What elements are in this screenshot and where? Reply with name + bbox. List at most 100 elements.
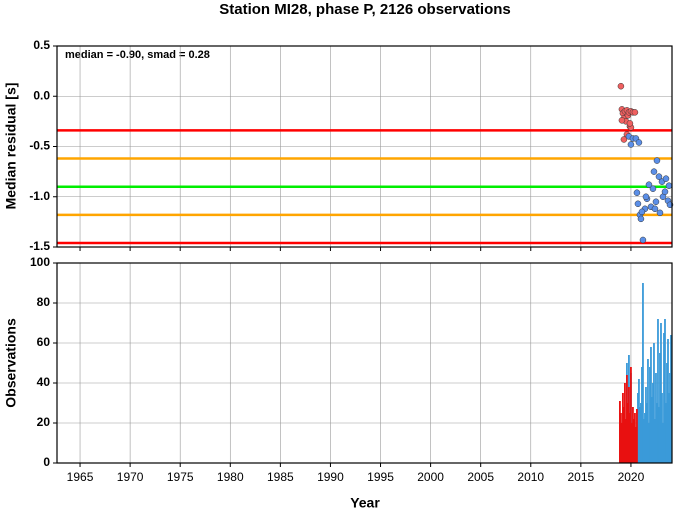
y-tick-label: 40: [37, 375, 51, 389]
plot-frame: [56, 262, 673, 464]
point: [653, 157, 661, 164]
bar: [662, 423, 664, 463]
y-tick-label: 60: [37, 335, 51, 349]
point: [645, 181, 653, 188]
chart-title: Station MI28, phase P, 2126 observations: [219, 1, 511, 18]
bar: [664, 319, 666, 463]
point: [639, 236, 647, 244]
bar: [658, 407, 660, 463]
bar: [667, 339, 669, 463]
bar: [628, 387, 630, 463]
bar: [644, 413, 646, 463]
x-tick-label: 1985: [267, 470, 294, 484]
bar: [627, 403, 629, 463]
y-tick-label: -1.0: [29, 189, 50, 203]
bar: [631, 423, 633, 463]
bar: [640, 403, 642, 463]
bar: [629, 413, 631, 463]
y-tick-label: 0: [43, 455, 50, 469]
x-tick-label: 1980: [217, 470, 244, 484]
y-tick-label: 0.0: [33, 88, 50, 102]
bar: [653, 343, 655, 463]
y-tick-label: -0.5: [29, 139, 50, 153]
bar: [621, 423, 623, 463]
point: [617, 82, 625, 90]
bar: [633, 419, 635, 463]
y-tick-label: 20: [37, 415, 51, 429]
x-tick-label: 1975: [167, 470, 194, 484]
plot-frame: [56, 45, 673, 248]
bar: [639, 407, 641, 463]
x-axis-label: Year: [350, 495, 380, 511]
bar: [648, 423, 650, 463]
bar: [649, 367, 651, 463]
y-tick-label: 80: [37, 295, 51, 309]
point: [642, 193, 650, 200]
point: [665, 182, 673, 189]
point: [638, 208, 646, 216]
point: [627, 141, 635, 148]
bar: [659, 353, 661, 463]
bar: [663, 333, 665, 463]
bar: [636, 409, 638, 463]
bar: [661, 393, 663, 463]
point: [635, 139, 643, 146]
y-tick-label: 100: [30, 255, 50, 269]
bar: [625, 419, 627, 463]
annotation: median = -0.90, smad = 0.28: [65, 49, 210, 61]
y-tick-label: 0.5: [33, 38, 50, 52]
x-tick-label: 1970: [117, 470, 144, 484]
point: [649, 185, 657, 192]
point: [633, 189, 641, 196]
bar: [650, 347, 652, 463]
bar: [634, 413, 636, 463]
bar: [632, 407, 634, 463]
point: [650, 168, 658, 175]
point: [637, 215, 645, 223]
bar: [626, 375, 628, 463]
bar: [669, 373, 671, 463]
point: [620, 136, 628, 143]
bar: [630, 367, 632, 463]
bar: [670, 335, 672, 463]
point: [655, 173, 663, 180]
point: [651, 205, 659, 213]
bar: [635, 427, 637, 463]
bar: [654, 419, 656, 463]
x-tick-label: 2000: [417, 470, 444, 484]
point: [656, 209, 664, 217]
x-tick-label: 2020: [618, 470, 645, 484]
bar: [651, 397, 653, 463]
bar: [643, 419, 645, 463]
bar: [641, 367, 643, 463]
bar: [666, 363, 668, 463]
bar: [652, 383, 654, 463]
bar: [637, 393, 639, 463]
point: [652, 198, 660, 206]
bar: [638, 379, 640, 463]
x-tick-label: 2010: [517, 470, 544, 484]
bar: [657, 319, 659, 463]
bar: [645, 387, 647, 463]
x-tick-label: 2015: [568, 470, 595, 484]
y-tick-label: -1.5: [29, 239, 50, 253]
point: [626, 120, 634, 127]
bar: [620, 413, 622, 463]
bar: [619, 401, 621, 463]
x-tick-label: 1965: [67, 470, 94, 484]
bar: [647, 359, 649, 463]
point: [662, 175, 670, 182]
y-axis-label: Median residual [s]: [3, 83, 19, 210]
bar: [660, 323, 662, 463]
bar: [642, 283, 644, 463]
bar: [624, 383, 626, 463]
bar: [622, 393, 624, 463]
bar: [656, 403, 658, 463]
bar: [655, 373, 657, 463]
point: [618, 117, 626, 124]
y-axis-label: Observations: [3, 318, 19, 408]
bar: [623, 407, 625, 463]
point: [631, 109, 639, 116]
bar: [646, 403, 648, 463]
